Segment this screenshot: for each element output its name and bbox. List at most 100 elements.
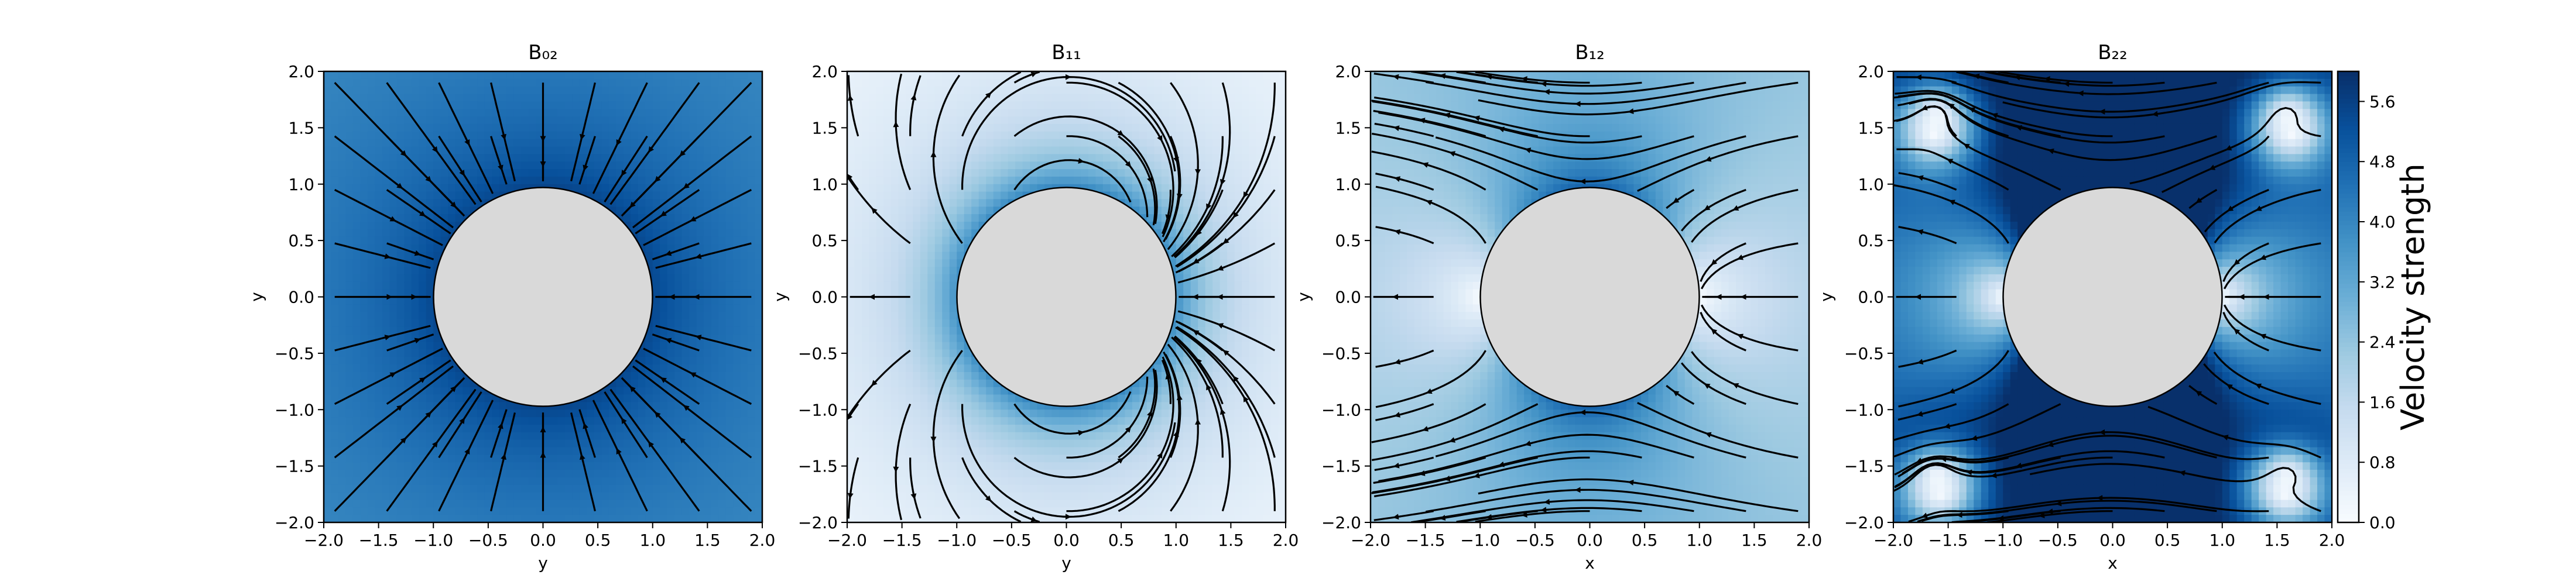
heat-cell <box>674 500 683 508</box>
heat-cell <box>971 222 979 230</box>
heat-cell <box>557 470 566 478</box>
heat-cell <box>419 312 427 320</box>
heat-cell <box>557 507 566 515</box>
heat-cell <box>579 500 588 508</box>
heat-cell <box>854 199 862 208</box>
heat-cell <box>324 214 332 222</box>
y-tick-label: 1.5 <box>288 118 314 137</box>
heat-cell <box>869 387 877 395</box>
heat-cell <box>572 78 580 87</box>
heat-cell <box>667 274 675 283</box>
heat-cell <box>616 161 624 170</box>
heat-cell <box>645 447 653 456</box>
heat-cell <box>389 146 398 155</box>
heat-cell <box>847 304 855 313</box>
heat-cell <box>594 169 602 177</box>
heat-cell <box>681 131 690 140</box>
heat-cell <box>433 515 441 522</box>
heat-cell <box>411 281 420 290</box>
heat-cell <box>898 304 906 313</box>
heat-cell <box>331 334 339 343</box>
heat-cell <box>404 349 412 358</box>
heat-cell <box>579 432 588 441</box>
heat-cell <box>426 146 434 155</box>
heat-cell <box>876 447 885 456</box>
heat-cell <box>360 507 368 515</box>
heat-cell <box>477 146 485 155</box>
heat-cell <box>601 139 609 147</box>
heat-cell <box>949 455 958 463</box>
heat-cell <box>949 394 958 403</box>
heat-cell <box>913 139 921 147</box>
heat-cell <box>869 455 877 463</box>
heat-cell <box>934 71 943 80</box>
heat-cell <box>404 274 412 283</box>
heat-cell <box>898 222 906 230</box>
heat-cell <box>631 184 639 192</box>
heat-cell <box>748 289 756 298</box>
heat-cell <box>942 154 950 163</box>
heat-cell <box>725 394 734 403</box>
heat-cell <box>978 71 986 80</box>
heat-cell <box>543 154 551 163</box>
heat-cell <box>934 154 943 163</box>
heat-cell <box>711 387 719 395</box>
heat-cell <box>375 199 383 208</box>
heat-cell <box>696 364 704 373</box>
heat-cell <box>352 462 361 470</box>
heat-cell <box>382 500 390 508</box>
heat-cell <box>986 462 994 470</box>
heat-cell <box>499 146 507 155</box>
heat-cell <box>448 515 456 522</box>
heat-cell <box>396 207 405 215</box>
heat-cell <box>711 326 719 335</box>
heat-cell <box>704 259 712 267</box>
heat-cell <box>338 515 347 522</box>
heat-cell <box>484 131 492 140</box>
heat-cell <box>345 410 354 418</box>
heat-cell <box>360 470 368 478</box>
heat-cell <box>645 86 653 95</box>
heat-cell <box>667 71 675 80</box>
heat-cell <box>338 146 347 155</box>
heat-cell <box>883 267 892 275</box>
heat-cell <box>594 109 602 117</box>
heat-cell <box>890 439 899 448</box>
heat-cell <box>455 387 463 395</box>
heat-cell <box>360 274 368 283</box>
heat-cell <box>543 101 551 110</box>
heat-cell <box>696 161 704 170</box>
heat-cell <box>854 447 862 456</box>
heat-cell <box>876 379 885 388</box>
heat-cell <box>652 326 661 335</box>
heat-cell <box>572 410 580 418</box>
heat-cell <box>854 334 862 343</box>
heat-cell <box>594 154 602 163</box>
heat-cell <box>986 94 994 102</box>
heat-cell <box>565 78 573 87</box>
heat-cell <box>367 71 376 80</box>
heat-cell <box>718 379 727 388</box>
heat-cell <box>696 281 704 290</box>
heat-cell <box>696 319 704 328</box>
heat-cell <box>674 78 683 87</box>
heat-cell <box>396 109 405 117</box>
heat-cell <box>616 432 624 441</box>
heat-cell <box>949 297 958 305</box>
heat-cell <box>949 410 958 418</box>
heat-cell <box>890 222 899 230</box>
heat-cell <box>920 312 929 320</box>
heat-cell <box>704 477 712 486</box>
heat-cell <box>993 199 1001 208</box>
heat-cell <box>755 123 762 132</box>
heat-cell <box>890 432 899 441</box>
heat-cell <box>913 357 921 365</box>
heat-cell <box>426 184 434 192</box>
heat-cell <box>942 244 950 253</box>
heat-cell <box>331 425 339 433</box>
heat-cell <box>957 139 965 147</box>
heat-cell <box>704 109 712 117</box>
heat-cell <box>927 78 936 87</box>
streamline-arrow <box>583 163 588 171</box>
heat-cell <box>411 342 420 350</box>
